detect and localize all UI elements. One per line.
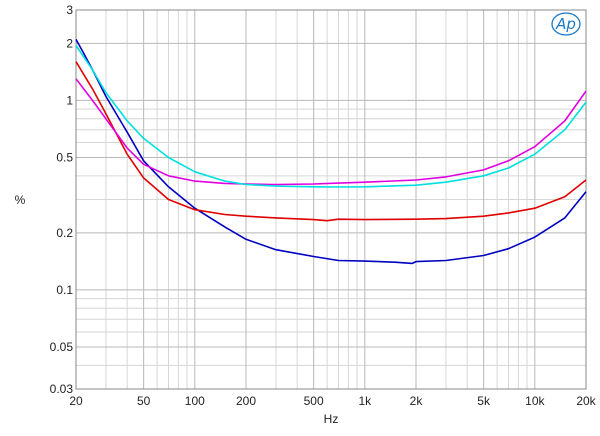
x-axis-label: Hz [324,412,339,426]
x-tick-label: 20k [576,394,596,408]
y-tick-label: 0.03 [50,382,74,396]
series-line-2 [75,61,587,222]
series-line-3 [75,78,587,186]
series-line-1 [75,39,587,265]
x-tick-label: 20 [69,394,83,408]
y-tick-label: 0.5 [56,150,73,164]
grid-major [76,10,586,389]
ap-logo-text: Ap [555,15,576,33]
y-tick-label: 3 [66,3,73,17]
grid-minor [76,10,586,389]
series-layer [75,39,587,265]
plot-frame [75,9,587,390]
x-tick-label: 50 [137,394,151,408]
y-tick-label: 0.2 [56,226,73,240]
y-tick-label: 2 [66,36,73,50]
x-tick-label: 100 [185,394,205,408]
ap-logo: Ap [551,12,581,36]
y-tick-label: 1 [66,93,73,107]
x-tick-labels: 20 50 100 200 500 1k 2k 5k 10k 20k [69,394,596,408]
x-tick-label: 200 [236,394,256,408]
y-tick-label: 0.05 [50,340,74,354]
y-tick-label: 0.1 [56,283,73,297]
y-axis-label: % [15,193,26,207]
y-tick-labels: 3 2 1 0.5 0.2 0.1 0.05 0.03 [50,3,74,396]
x-tick-label: 2k [410,394,424,408]
x-tick-label: 5k [477,394,491,408]
series-line-4 [75,45,587,188]
x-tick-label: 1k [358,394,372,408]
x-tick-label: 10k [525,394,545,408]
x-tick-label: 500 [304,394,324,408]
